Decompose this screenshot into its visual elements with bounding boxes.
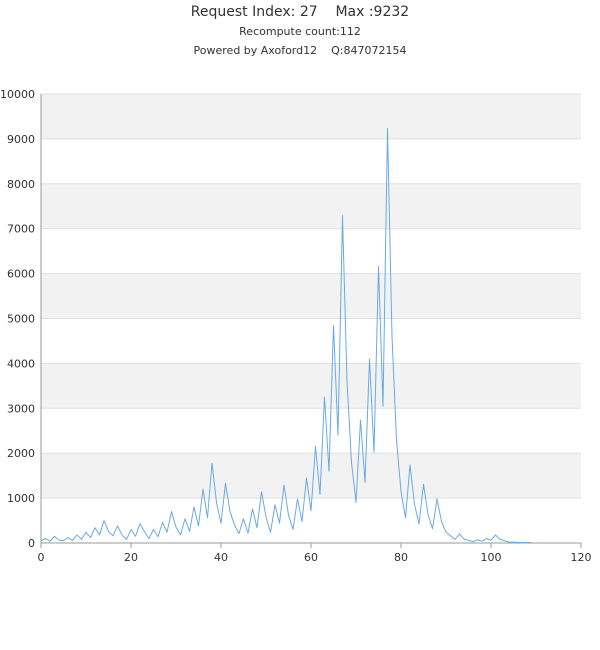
plot-band [41,453,581,499]
plot-band [41,363,581,409]
grid-lines [41,93,581,499]
y-axis-ticks: 0 1000 2000 3000 4000 5000 6000 7000 8000 9000 100… [0,88,35,550]
y-tick-label: 2000 [7,447,35,460]
x-tick-label: 20 [124,551,138,564]
y-tick-label: 9000 [7,133,35,146]
x-tick-label: 120 [571,551,592,564]
x-axis-ticks: 0 20 40 60 80 100 120 [38,543,592,564]
plot-band [41,183,581,229]
series-line [40,127,532,544]
y-tick-label: 3000 [7,402,35,415]
x-tick-label: 0 [38,551,45,564]
y-tick-label: 1000 [7,492,35,505]
plot-bands [41,94,581,499]
x-tick-label: 100 [481,551,502,564]
plot-band [41,94,581,139]
x-tick-label: 40 [214,551,228,564]
y-tick-label: 6000 [7,268,35,281]
y-tick-label: 10000 [0,88,35,101]
x-tick-label: 60 [304,551,318,564]
x-tick-label: 80 [394,551,408,564]
y-tick-label: 7000 [7,223,35,236]
chart-subtitle-recompute: Recompute count:112 [239,25,361,38]
y-tick-label: 8000 [7,178,35,191]
chart-credits: Powered by Axoford12 Q:847072154 [193,44,407,57]
chart-title-request-max: Request Index: 27 Max :9232 [190,4,410,20]
plot-band [41,273,581,319]
series-group [40,127,532,544]
y-tick-label: 4000 [7,357,35,370]
y-tick-label: 0 [28,537,35,550]
y-tick-label: 5000 [7,313,35,326]
